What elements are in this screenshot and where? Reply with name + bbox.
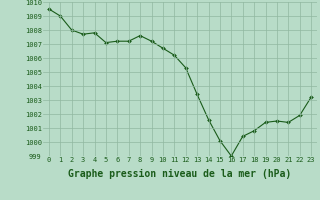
X-axis label: Graphe pression niveau de la mer (hPa): Graphe pression niveau de la mer (hPa) bbox=[68, 169, 292, 179]
